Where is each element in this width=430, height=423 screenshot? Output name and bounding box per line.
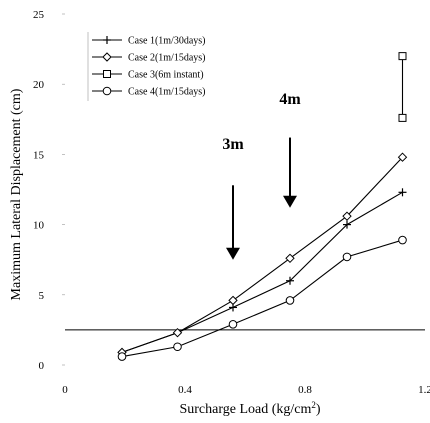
y-tick-label-0: 0 [39, 360, 45, 372]
point-s1-5-shape [397, 152, 408, 162]
point-s1-3-shape [285, 253, 295, 264]
x-axis-title-superscript: 2 [311, 400, 316, 410]
y-tick-label-2: 10 [33, 220, 45, 232]
legend-marker-2 [103, 70, 111, 78]
x-tick-label-0: 0 [62, 384, 68, 396]
legend-label-2: Case 3(6m instant) [128, 70, 204, 81]
point-s0-5 [398, 188, 407, 197]
legend-marker-1 [102, 52, 112, 62]
point-s2-0-shape [398, 113, 407, 122]
point-s1-4 [342, 211, 352, 221]
y-tick-label-4: 20 [33, 79, 45, 91]
legend-marker-3 [102, 86, 112, 96]
point-s3-2 [228, 319, 238, 329]
legend-marker-2-shape [103, 70, 111, 78]
point-s1-4-shape [342, 211, 352, 221]
legend-marker-3-shape [102, 86, 112, 96]
annotation-arrow-head-1 [283, 195, 297, 208]
x-tick-label-2: 0.8 [298, 384, 312, 396]
point-s3-1-shape [173, 342, 182, 352]
point-s1-2-shape [228, 295, 238, 306]
point-s3-4 [342, 252, 352, 262]
legend-marker-1-shape [102, 52, 112, 62]
annotation-arrow-head-0 [226, 247, 240, 260]
point-s2-1-shape [398, 52, 407, 61]
point-s1-1 [172, 328, 183, 338]
legend-label-0: Case 1(1m/30days) [128, 36, 206, 47]
point-s1-5 [397, 152, 408, 162]
series-line-1 [121, 156, 403, 353]
point-s3-1 [173, 342, 182, 352]
annotation-label-1: 4m [279, 91, 301, 108]
legend-label-1: Case 2(1m/15days) [128, 53, 206, 64]
point-s1-3 [285, 253, 295, 264]
x-tick-label-1: 0.4 [178, 384, 192, 396]
point-s3-0 [117, 352, 127, 361]
point-s2-0 [398, 113, 407, 122]
point-s3-3 [285, 296, 295, 305]
y-tick-label-3: 15 [33, 149, 45, 161]
x-tick-label-3: 1.2 [418, 384, 430, 396]
point-s3-0-shape [117, 352, 127, 361]
series-line-0 [121, 191, 403, 353]
series-line-3 [121, 239, 403, 358]
point-s3-5-shape [398, 235, 407, 245]
y-axis-title: Maximum Lateral Displacement (cm) [9, 88, 24, 300]
point-s3-5 [398, 235, 407, 245]
y-tick-label-5: 25 [33, 9, 45, 21]
point-s3-2-shape [228, 319, 238, 329]
legend-marker-0 [103, 36, 111, 44]
point-s1-1-shape [172, 328, 183, 338]
point-s0-3 [286, 276, 294, 285]
x-axis-title: Surcharge Load (kg/cm2) [179, 400, 320, 417]
legend-label-3: Case 4(1m/15days) [128, 87, 206, 98]
point-s1-2 [228, 295, 238, 306]
y-tick-label-1: 5 [39, 290, 45, 302]
point-s2-1 [398, 52, 407, 61]
x-axis-title-suffix: ) [316, 402, 321, 417]
point-s3-4-shape [342, 252, 352, 262]
x-axis-title-main: Surcharge Load (kg/cm [179, 402, 311, 417]
point-s0-4 [343, 220, 351, 229]
point-s3-3-shape [285, 296, 295, 305]
annotation-label-0: 3m [222, 136, 244, 153]
